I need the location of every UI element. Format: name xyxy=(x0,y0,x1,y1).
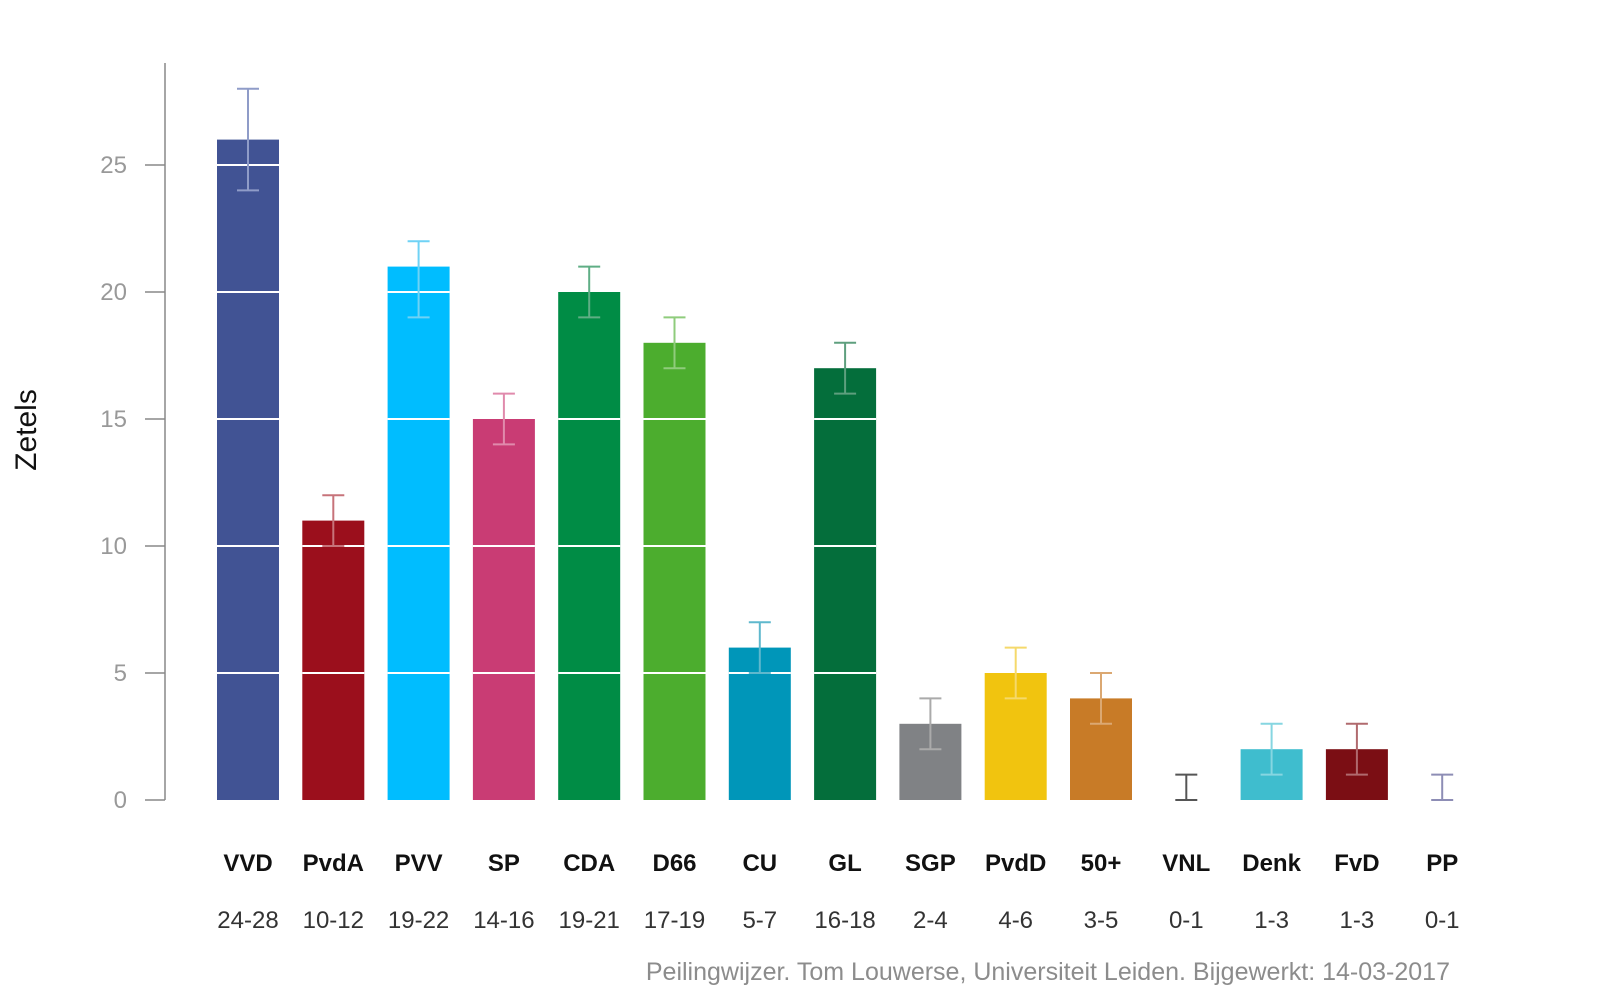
range-label-cda: 19-21 xyxy=(559,907,620,934)
party-label-50: 50+ xyxy=(1081,850,1122,877)
party-label-pvdd: PvdD xyxy=(985,850,1046,877)
party-label-sgp: SGP xyxy=(905,850,956,877)
range-label-vvd: 24-28 xyxy=(217,907,278,934)
range-label-fvd: 1-3 xyxy=(1340,907,1375,934)
range-label-d66: 17-19 xyxy=(644,907,705,934)
party-label-sp: SP xyxy=(488,850,520,877)
range-label-pvda: 10-12 xyxy=(303,907,364,934)
party-label-denk: Denk xyxy=(1242,850,1301,877)
range-label-gl: 16-18 xyxy=(814,907,875,934)
party-label-gl: GL xyxy=(828,850,861,877)
bar-pvv xyxy=(387,266,450,801)
party-label-pvda: PvdA xyxy=(303,850,364,877)
range-label-pvv: 19-22 xyxy=(388,907,449,934)
party-label-vvd: VVD xyxy=(223,850,272,877)
category-labels: VVD 24-28 PvdA 10-12 PVV 19-22 SP 14-16 CDA 19-21… xyxy=(217,850,1459,934)
party-label-cda: CDA xyxy=(563,850,615,877)
bar-sp xyxy=(472,419,535,800)
bar-d66 xyxy=(643,342,706,800)
range-label-denk: 1-3 xyxy=(1254,907,1289,934)
range-label-sgp: 2-4 xyxy=(913,907,948,934)
y-tick-label-20: 20 xyxy=(100,279,127,306)
party-label-pp: PP xyxy=(1426,850,1458,877)
y-tick-label-25: 25 xyxy=(100,152,127,179)
range-label-sp: 14-16 xyxy=(473,907,534,934)
error-bars xyxy=(237,87,1454,801)
bar-gl xyxy=(814,368,877,800)
range-label-50: 3-5 xyxy=(1084,907,1119,934)
range-label-vnl: 0-1 xyxy=(1169,907,1204,934)
y-axis: 0 5 10 15 20 25 xyxy=(100,63,166,814)
y-tick-label-15: 15 xyxy=(100,406,127,433)
party-label-fvd: FvD xyxy=(1334,850,1379,877)
range-label-pp: 0-1 xyxy=(1425,907,1460,934)
range-label-pvdd: 4-6 xyxy=(998,907,1033,934)
bar-pvda xyxy=(302,520,365,800)
y-tick-label-0: 0 xyxy=(114,787,127,814)
range-label-cu: 5-7 xyxy=(742,907,777,934)
bars xyxy=(217,139,1388,801)
source-caption: Peilingwijzer. Tom Louwerse, Universitei… xyxy=(645,958,1450,986)
gridlines xyxy=(217,164,877,674)
party-label-vnl: VNL xyxy=(1162,850,1210,877)
party-label-d66: D66 xyxy=(652,850,696,877)
bar-vvd xyxy=(217,139,279,801)
party-label-pvv: PVV xyxy=(395,850,443,877)
y-tick-label-10: 10 xyxy=(100,533,127,560)
y-tick-label-5: 5 xyxy=(114,660,127,687)
party-label-cu: CU xyxy=(742,850,777,877)
y-axis-label: Zetels xyxy=(10,389,43,471)
